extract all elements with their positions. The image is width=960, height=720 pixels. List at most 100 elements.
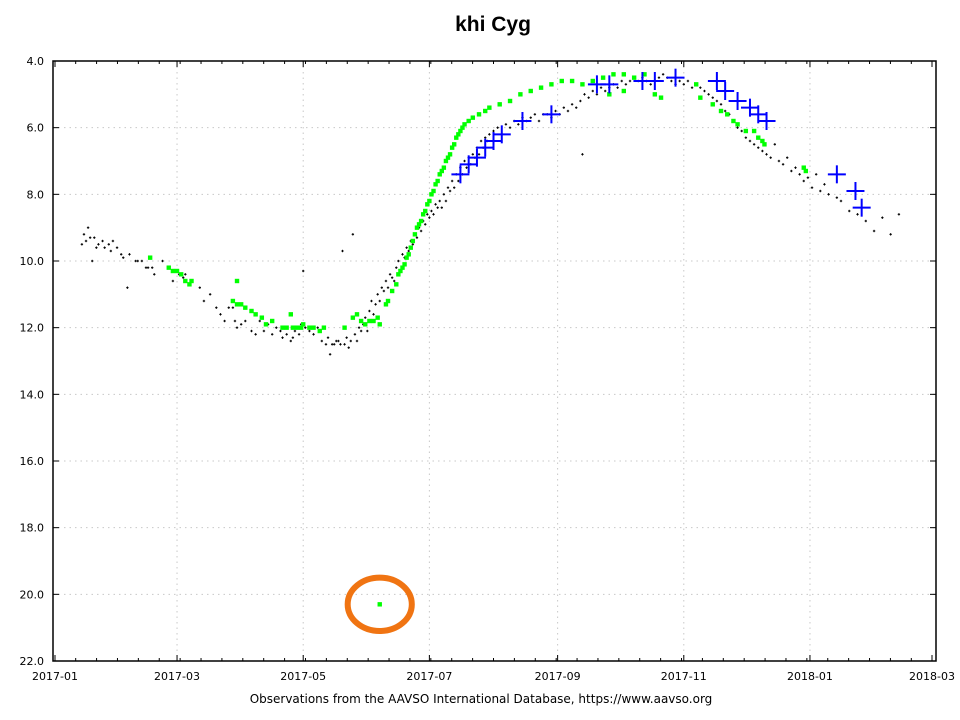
data-point-visual — [293, 329, 297, 333]
y-tick-label: 4.0 — [27, 55, 45, 68]
data-point-v — [441, 165, 447, 170]
data-point-visual — [661, 73, 665, 76]
data-point-v — [354, 312, 360, 317]
data-point-v — [487, 105, 492, 110]
data-point-visual — [254, 333, 257, 336]
data-point-visual — [603, 89, 607, 93]
data-point-visual — [430, 209, 433, 213]
data-point-visual — [316, 326, 319, 329]
data-point-visual — [711, 96, 714, 99]
data-point-visual — [827, 193, 830, 196]
y-axis-tick-labels: 4.0 6.0 8.0 10.0 12.0 14.0 16.0 18.0 20.0 22.0 — [20, 55, 45, 668]
data-point-visual — [97, 243, 100, 246]
data-point-v — [410, 238, 416, 244]
data-point-v — [253, 312, 258, 317]
data-point-visual — [270, 333, 274, 336]
data-point-visual — [215, 306, 218, 309]
data-point-visual — [575, 106, 578, 109]
data-point-visual — [308, 329, 311, 333]
data-point-visual — [198, 286, 201, 289]
data-point-tg — [645, 72, 664, 90]
data-point-visual — [134, 259, 137, 263]
data-point-visual — [312, 333, 315, 336]
data-point-visual — [786, 156, 789, 159]
data-point-visual — [128, 253, 131, 256]
data-point-visual — [678, 79, 681, 83]
data-point-visual — [699, 86, 702, 89]
data-point-visual — [723, 109, 727, 113]
data-point-v — [301, 322, 306, 327]
y-tick-label: 16.0 — [20, 455, 45, 468]
data-point-v — [243, 305, 248, 310]
data-point-visual — [386, 286, 390, 289]
data-point-visual — [289, 339, 292, 343]
data-point-v — [600, 75, 606, 80]
data-point-visual — [115, 246, 119, 249]
data-point-visual — [122, 256, 125, 259]
data-point-v — [631, 75, 637, 80]
data-point-v — [760, 138, 765, 144]
data-point-visual — [349, 339, 352, 343]
y-tick-label: 6.0 — [27, 122, 45, 135]
data-point-v — [718, 108, 724, 114]
data-point-tg — [467, 148, 486, 167]
data-point-v — [590, 78, 595, 84]
data-point-visual — [335, 339, 338, 343]
data-point-visual — [620, 79, 623, 83]
annotations — [344, 574, 415, 634]
x-tick-label: 2017-07 — [406, 670, 452, 683]
data-point-visual — [244, 319, 247, 323]
data-point-visual — [748, 139, 752, 143]
data-point-visual — [353, 333, 357, 336]
data-point-visual — [448, 189, 452, 193]
y-tick-label: 14.0 — [20, 388, 45, 401]
data-point-visual — [587, 96, 590, 99]
data-point-visual — [202, 299, 206, 303]
data-point-visual — [484, 136, 487, 139]
data-point-v — [412, 232, 418, 237]
data-point-visual — [823, 183, 826, 186]
data-point-tg — [846, 182, 865, 200]
data-point-v — [189, 278, 194, 284]
data-point-visual — [281, 336, 284, 339]
data-point-visual — [374, 303, 377, 306]
y-tick-label: 8.0 — [27, 188, 45, 201]
data-point-visual — [889, 233, 892, 236]
data-point-visual — [144, 266, 148, 269]
data-point-v — [377, 322, 382, 327]
data-point-v — [398, 268, 403, 274]
data-point-visual — [343, 343, 346, 346]
data-point-visual — [411, 243, 415, 246]
data-point-v — [396, 272, 401, 277]
data-point-v — [698, 95, 703, 100]
data-point-v — [447, 152, 453, 157]
data-point-visual — [562, 106, 566, 109]
data-point-visual — [537, 119, 541, 123]
data-point-visual — [328, 353, 332, 356]
data-point-visual — [777, 159, 781, 163]
data-point-visual — [736, 126, 739, 129]
data-point-visual — [208, 293, 212, 296]
data-point-visual — [171, 279, 175, 283]
data-point-visual — [424, 223, 427, 226]
data-point-visual — [364, 316, 367, 319]
data-point-visual — [554, 109, 557, 113]
data-point-v — [433, 182, 438, 187]
data-point-v — [762, 142, 767, 147]
data-point-visual — [719, 103, 723, 106]
data-point-tg — [728, 92, 747, 110]
data-point-visual — [457, 179, 460, 183]
data-point-v — [538, 85, 544, 90]
data-point-visual — [390, 276, 394, 279]
x-tick-label: 2017-01 — [32, 670, 78, 683]
data-point-visual — [107, 243, 110, 246]
data-point-visual — [442, 193, 446, 196]
data-point-visual — [333, 343, 336, 346]
data-point-visual — [233, 319, 237, 323]
data-point-visual — [84, 239, 88, 243]
data-point-visual — [703, 89, 706, 93]
data-point-v — [743, 128, 749, 134]
data-point-visual — [161, 259, 164, 263]
data-point-visual — [103, 246, 106, 249]
data-point-visual — [376, 293, 379, 296]
